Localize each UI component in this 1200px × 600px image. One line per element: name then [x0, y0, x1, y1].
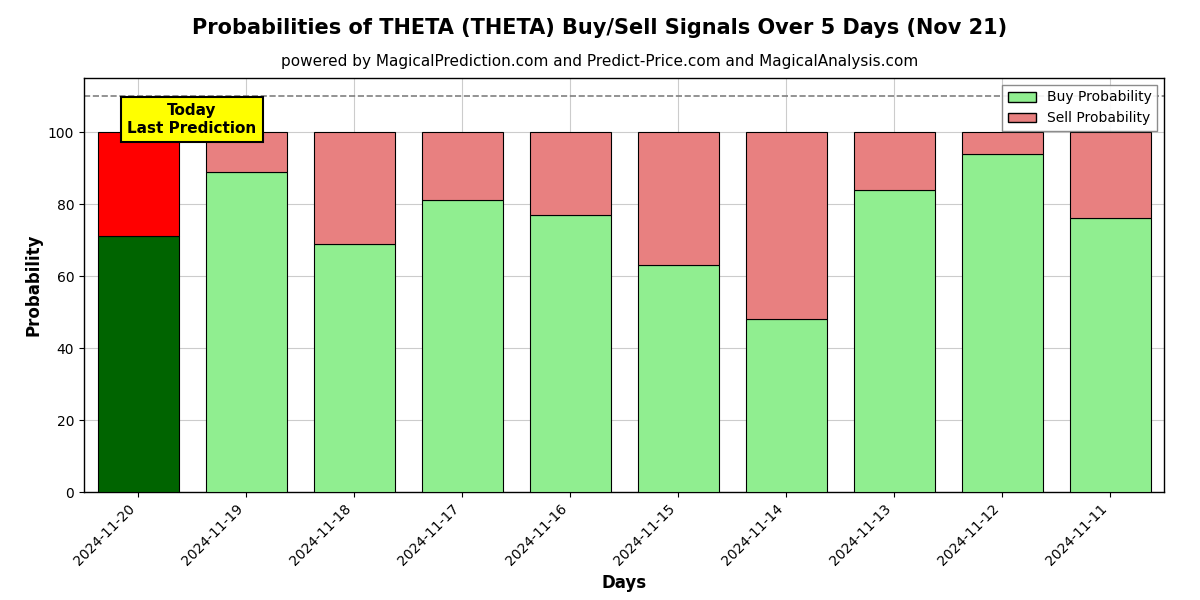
Bar [961, 154, 1043, 492]
Bar [205, 172, 287, 492]
Legend: Buy Probability, Sell Probability: Buy Probability, Sell Probability [1002, 85, 1157, 131]
Bar [313, 244, 395, 492]
Bar [421, 132, 503, 200]
Bar [637, 132, 719, 265]
X-axis label: Days: Days [601, 574, 647, 592]
Bar [529, 132, 611, 215]
Y-axis label: Probability: Probability [24, 234, 42, 336]
Bar [421, 200, 503, 492]
Text: Probabilities of THETA (THETA) Buy/Sell Signals Over 5 Days (Nov 21): Probabilities of THETA (THETA) Buy/Sell … [192, 18, 1008, 38]
Bar [745, 132, 827, 319]
Bar [961, 132, 1043, 154]
Bar [205, 132, 287, 172]
Bar [637, 265, 719, 492]
Bar [745, 319, 827, 492]
Bar [853, 132, 935, 190]
Bar [313, 132, 395, 244]
Text: powered by MagicalPrediction.com and Predict-Price.com and MagicalAnalysis.com: powered by MagicalPrediction.com and Pre… [281, 54, 919, 69]
Bar [853, 190, 935, 492]
Bar [97, 132, 179, 236]
Bar [1069, 132, 1151, 218]
Bar [1069, 218, 1151, 492]
Bar [97, 236, 179, 492]
Text: Today
Last Prediction: Today Last Prediction [127, 103, 257, 136]
Bar [529, 215, 611, 492]
